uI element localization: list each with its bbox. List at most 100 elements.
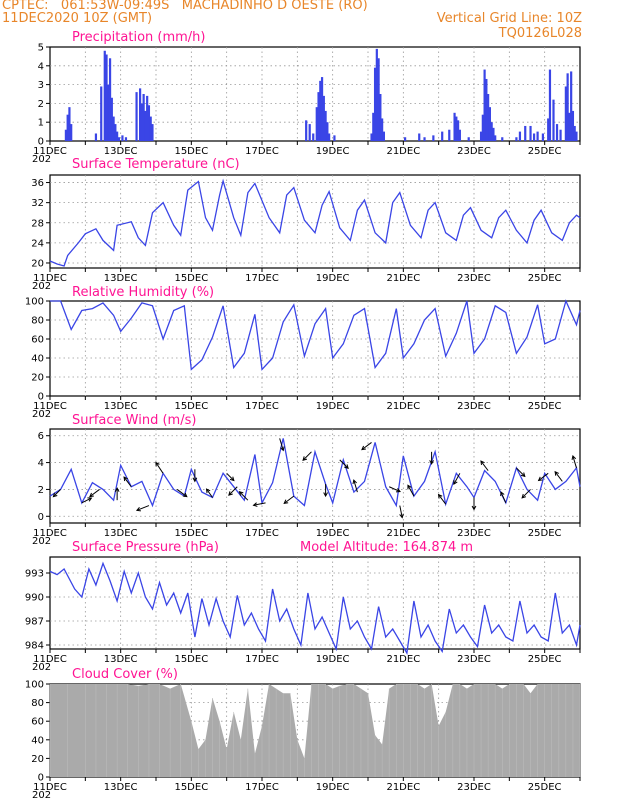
wind-arrow-head bbox=[521, 493, 527, 499]
cloud-ytick-label: 80 bbox=[31, 698, 44, 709]
temperature-xtick-label: 13DEC bbox=[104, 273, 138, 284]
precip-bar bbox=[481, 114, 484, 141]
wind-arrow-head bbox=[437, 493, 443, 499]
precip-bar bbox=[379, 94, 382, 141]
precip-ytick-label: 2 bbox=[38, 99, 44, 110]
wind-arrow bbox=[521, 489, 531, 499]
precip-ytick-label: 3 bbox=[38, 80, 44, 91]
precip-bar bbox=[575, 131, 578, 141]
precip-bar bbox=[324, 110, 327, 141]
precip-bar bbox=[518, 131, 522, 141]
wind-arrow-head bbox=[323, 492, 328, 498]
pressure-xtick-label: 17DEC bbox=[245, 654, 279, 665]
wind-arrow bbox=[176, 489, 188, 498]
wind-arrow-head bbox=[399, 513, 404, 519]
pressure-xtick-label: 13DEC bbox=[104, 654, 138, 665]
cloud-xtick-label: 17DEC bbox=[245, 782, 279, 793]
wind-arrow bbox=[339, 459, 349, 469]
precip-bar bbox=[524, 125, 527, 141]
precip-bar bbox=[151, 124, 154, 141]
cloud-ytick-label: 100 bbox=[25, 680, 44, 691]
wind-arrow-head bbox=[123, 476, 128, 482]
precip-bar bbox=[146, 95, 149, 141]
wind-arrow-head bbox=[192, 477, 198, 483]
precip-xtick-label: 21DEC bbox=[386, 146, 420, 157]
temperature-xtick-label: 17DEC bbox=[245, 273, 279, 284]
humidity-xtick-label: 15DEC bbox=[174, 401, 208, 412]
precip-bar bbox=[571, 110, 575, 141]
temperature-year-fragment: 202 bbox=[32, 281, 51, 292]
precip-xtick-label: 13DEC bbox=[104, 146, 138, 157]
pressure-year-fragment: 202 bbox=[32, 662, 51, 673]
wind-arrow-head bbox=[395, 488, 401, 493]
wind-xtick-label: 23DEC bbox=[457, 528, 491, 539]
wind-arrow bbox=[572, 455, 577, 469]
precip-bar bbox=[448, 129, 451, 141]
precip-bar bbox=[432, 135, 435, 141]
wind-ytick-label: 4 bbox=[38, 458, 44, 469]
humidity-ytick-label: 40 bbox=[31, 354, 44, 365]
precip-bar bbox=[552, 99, 555, 141]
wind-ytick-label: 6 bbox=[38, 431, 44, 442]
humidity-xtick-label: 11DEC bbox=[33, 401, 67, 412]
precip-bar bbox=[319, 80, 322, 141]
temperature-xtick-label: 15DEC bbox=[174, 273, 208, 284]
pressure-xtick-label: 15DEC bbox=[174, 654, 208, 665]
precip-bar bbox=[372, 112, 375, 141]
humidity-xtick-label: 13DEC bbox=[104, 401, 138, 412]
precip-bar bbox=[548, 69, 552, 141]
wind-arrow-head bbox=[229, 476, 235, 482]
wind-arrow bbox=[239, 491, 249, 501]
temperature-frame bbox=[49, 174, 581, 269]
cloud-xtick-label: 21DEC bbox=[386, 782, 420, 793]
wind-arrow bbox=[89, 489, 100, 498]
temperature-ytick-label: 36 bbox=[31, 178, 44, 189]
precip-bar bbox=[112, 116, 115, 141]
precip-bar bbox=[529, 125, 532, 141]
precip-bar bbox=[135, 92, 138, 141]
precip-bar bbox=[382, 131, 385, 141]
precip-xtick-label: 17DEC bbox=[245, 146, 279, 157]
humidity-ytick-label: 0 bbox=[38, 392, 44, 403]
pressure-frame bbox=[49, 556, 581, 650]
cloud-title: Cloud Cover (%) bbox=[72, 667, 178, 682]
temperature-ytick-label: 28 bbox=[31, 218, 44, 229]
precip-bar bbox=[107, 84, 110, 141]
precip-bar bbox=[455, 116, 458, 141]
wind-ytick-label: 2 bbox=[38, 485, 44, 496]
wind-arrow-head bbox=[471, 505, 477, 511]
humidity-xtick-label: 23DEC bbox=[457, 401, 491, 412]
precip-bar bbox=[375, 48, 378, 141]
precip-bar bbox=[328, 133, 331, 141]
precip-bar bbox=[479, 131, 483, 141]
temperature-ytick-label: 20 bbox=[31, 258, 44, 269]
precip-bar bbox=[308, 124, 311, 141]
humidity-ytick-label: 60 bbox=[31, 335, 44, 346]
wind-arrow bbox=[123, 476, 132, 488]
wind-arrow-head bbox=[280, 446, 285, 452]
cloud-ytick-label: 0 bbox=[38, 773, 44, 784]
wind-arrow bbox=[228, 486, 238, 496]
wind-arrow-head bbox=[429, 460, 434, 465]
cloud-xtick-label: 23DEC bbox=[457, 782, 491, 793]
precip-bar bbox=[110, 97, 113, 141]
wind-arrow-head bbox=[87, 497, 93, 502]
precip-bar bbox=[501, 137, 504, 141]
wind-arrow-head bbox=[453, 480, 458, 486]
precip-bar bbox=[124, 137, 128, 141]
pressure-xtick-label: 21DEC bbox=[386, 654, 420, 665]
wind-arrow-head bbox=[155, 461, 160, 467]
wind-arrow-head bbox=[571, 454, 577, 460]
precip-bar bbox=[418, 133, 421, 141]
humidity-ytick-label: 100 bbox=[25, 297, 44, 308]
wind-arrow bbox=[253, 502, 266, 506]
precip-bar bbox=[108, 58, 112, 141]
pressure-series-line bbox=[49, 561, 581, 655]
wind-arrow-head bbox=[520, 472, 526, 478]
wind-arrow bbox=[81, 497, 92, 504]
precip-bar bbox=[547, 118, 550, 141]
precip-bar bbox=[370, 133, 373, 141]
precip-bar bbox=[140, 103, 143, 141]
precip-bar bbox=[68, 107, 71, 141]
